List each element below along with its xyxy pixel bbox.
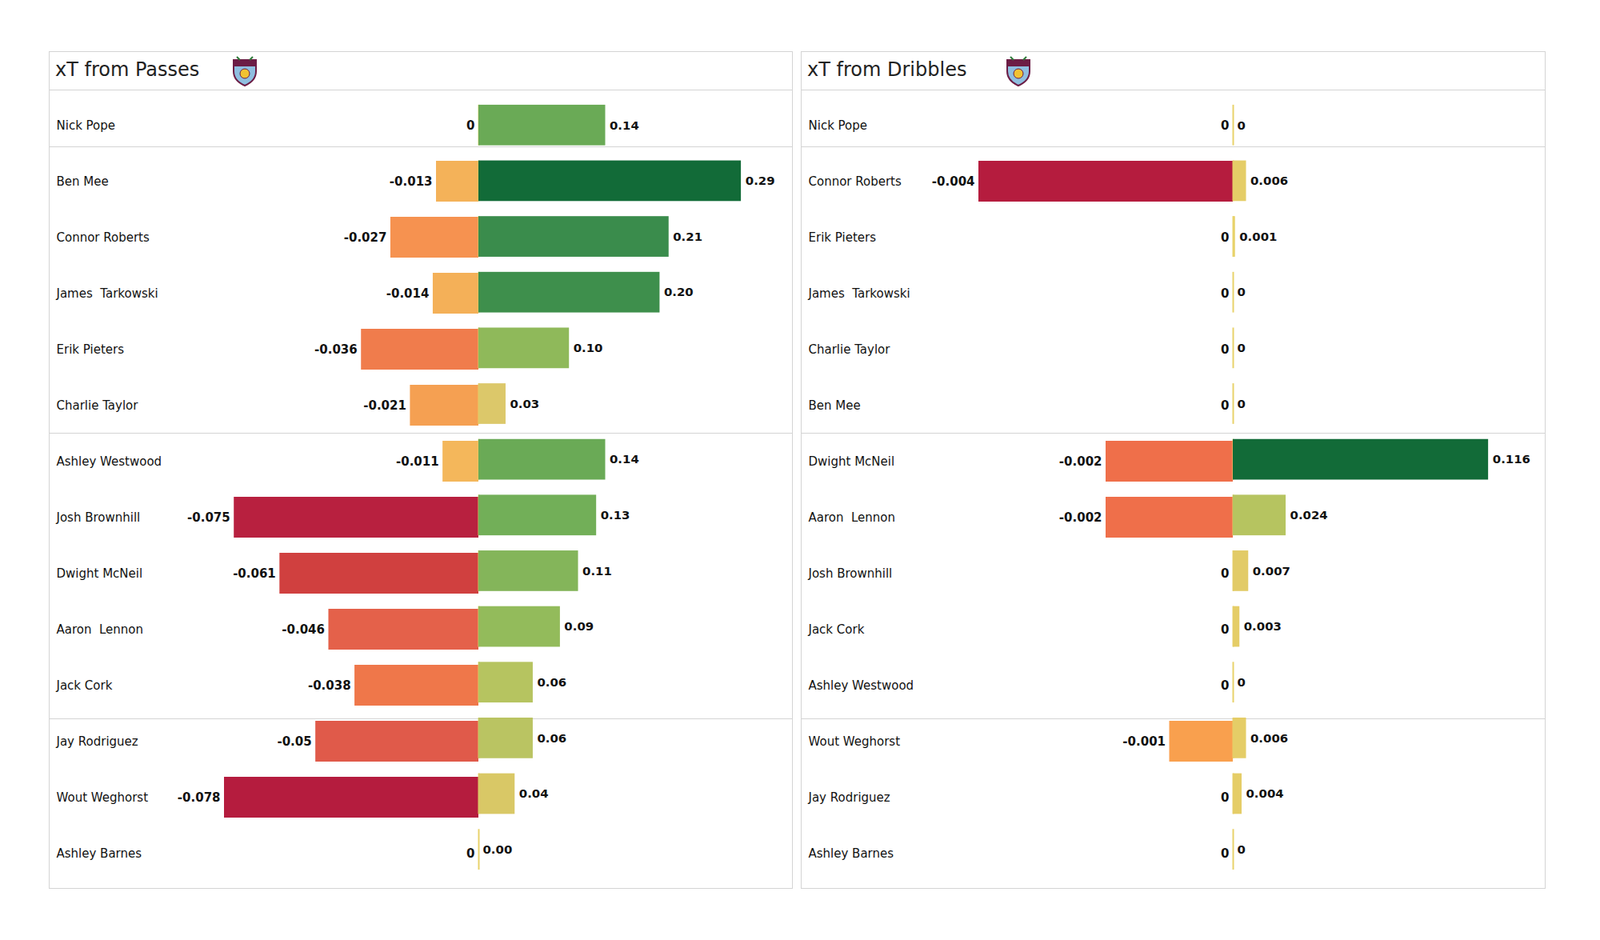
svg-text:-0.002: -0.002 bbox=[1059, 454, 1103, 469]
svg-text:-0.075: -0.075 bbox=[187, 510, 231, 525]
svg-text:0: 0 bbox=[1236, 340, 1245, 356]
svg-text:-0.046: -0.046 bbox=[281, 622, 325, 637]
svg-text:-0.061: -0.061 bbox=[232, 566, 276, 581]
svg-text:0: 0 bbox=[1220, 790, 1229, 805]
svg-text:0: 0 bbox=[466, 846, 475, 861]
svg-text:Connor Roberts: Connor Roberts bbox=[56, 230, 151, 245]
svg-text:Jack Cork: Jack Cork bbox=[808, 622, 865, 637]
svg-text:0: 0 bbox=[1220, 622, 1229, 637]
svg-text:0: 0 bbox=[1220, 230, 1229, 245]
svg-text:Aaron Lennon: Aaron Lennon bbox=[808, 510, 896, 525]
svg-text:0.04: 0.04 bbox=[519, 786, 549, 801]
svg-text:-0.004: -0.004 bbox=[932, 174, 976, 189]
svg-text:0: 0 bbox=[466, 118, 475, 133]
svg-text:-0.038: -0.038 bbox=[308, 678, 352, 693]
svg-text:0.06: 0.06 bbox=[536, 675, 567, 690]
svg-text:0: 0 bbox=[1220, 286, 1229, 301]
svg-text:0: 0 bbox=[1220, 342, 1229, 357]
svg-text:0: 0 bbox=[1220, 118, 1229, 133]
svg-text:0: 0 bbox=[1236, 396, 1245, 412]
svg-text:0.001: 0.001 bbox=[1239, 229, 1277, 244]
svg-text:0.20: 0.20 bbox=[664, 284, 694, 300]
svg-text:-0.036: -0.036 bbox=[314, 342, 358, 357]
html-text:xT from Passes: xT from Passes bbox=[55, 58, 200, 81]
svg-text:0.13: 0.13 bbox=[600, 508, 631, 523]
svg-text:-0.027: -0.027 bbox=[344, 230, 388, 245]
svg-text:Ashley Westwood: Ashley Westwood bbox=[808, 678, 915, 693]
svg-text:Connor Roberts: Connor Roberts bbox=[808, 174, 903, 189]
svg-text:0: 0 bbox=[1220, 566, 1229, 581]
svg-text:0.14: 0.14 bbox=[609, 118, 640, 133]
svg-text:-0.021: -0.021 bbox=[363, 398, 407, 413]
svg-text:0: 0 bbox=[1236, 118, 1245, 133]
svg-text:0.003: 0.003 bbox=[1244, 619, 1282, 634]
svg-text:Josh Brownhill: Josh Brownhill bbox=[808, 566, 893, 581]
svg-text:James Tarkowski: James Tarkowski bbox=[56, 286, 159, 301]
svg-text:0.007: 0.007 bbox=[1252, 564, 1291, 579]
svg-text:0: 0 bbox=[1220, 678, 1229, 693]
svg-text:0.004: 0.004 bbox=[1245, 786, 1284, 801]
svg-text:-0.014: -0.014 bbox=[386, 286, 430, 301]
svg-text:0: 0 bbox=[1236, 675, 1245, 690]
svg-text:0.21: 0.21 bbox=[672, 229, 703, 244]
svg-text:Ashley Barnes: Ashley Barnes bbox=[808, 846, 895, 861]
svg-text:-0.011: -0.011 bbox=[396, 454, 440, 469]
svg-text:0: 0 bbox=[1220, 398, 1229, 413]
svg-text:0.006: 0.006 bbox=[1250, 173, 1288, 188]
svg-text:James Tarkowski: James Tarkowski bbox=[808, 286, 911, 301]
svg-text:Dwight McNeil: Dwight McNeil bbox=[56, 566, 144, 581]
svg-text:0.11: 0.11 bbox=[582, 564, 612, 579]
svg-text:-0.002: -0.002 bbox=[1059, 510, 1103, 525]
svg-text:0: 0 bbox=[1220, 846, 1229, 861]
svg-text:Erik Pieters: Erik Pieters bbox=[808, 230, 877, 245]
svg-text:0.10: 0.10 bbox=[573, 340, 604, 356]
svg-text:Ben Mee: Ben Mee bbox=[56, 174, 109, 189]
svg-text:Charlie Taylor: Charlie Taylor bbox=[56, 398, 140, 413]
svg-text:Jack Cork: Jack Cork bbox=[56, 678, 113, 693]
svg-text:0.116: 0.116 bbox=[1492, 452, 1531, 467]
svg-text:Wout Weghorst: Wout Weghorst bbox=[808, 734, 901, 749]
svg-text:Jay Rodriguez: Jay Rodriguez bbox=[808, 790, 891, 805]
svg-text:Ben Mee: Ben Mee bbox=[808, 398, 861, 413]
svg-text:0.06: 0.06 bbox=[536, 731, 567, 746]
svg-text:Ashley Westwood: Ashley Westwood bbox=[56, 454, 163, 469]
svg-text:0.00: 0.00 bbox=[482, 842, 512, 857]
svg-text:Jay Rodriguez: Jay Rodriguez bbox=[56, 734, 139, 749]
svg-text:-0.078: -0.078 bbox=[177, 790, 221, 805]
svg-text:Wout Weghorst: Wout Weghorst bbox=[56, 790, 149, 805]
svg-text:0: 0 bbox=[1236, 842, 1245, 857]
svg-text:0.006: 0.006 bbox=[1250, 731, 1288, 746]
svg-text:Erik Pieters: Erik Pieters bbox=[56, 342, 125, 357]
svg-text:Ashley Barnes: Ashley Barnes bbox=[56, 846, 143, 861]
svg-text:0: 0 bbox=[1236, 284, 1245, 300]
svg-text:-0.05: -0.05 bbox=[276, 734, 312, 749]
svg-text:Dwight McNeil: Dwight McNeil bbox=[808, 454, 896, 469]
svg-text:Nick Pope: Nick Pope bbox=[56, 118, 116, 133]
svg-text:0.03: 0.03 bbox=[509, 396, 540, 412]
svg-text:Charlie Taylor: Charlie Taylor bbox=[808, 342, 892, 357]
svg-text:Nick Pope: Nick Pope bbox=[808, 118, 868, 133]
svg-text:0.024: 0.024 bbox=[1290, 508, 1328, 523]
svg-text:Josh Brownhill: Josh Brownhill bbox=[56, 510, 141, 525]
svg-text:-0.013: -0.013 bbox=[389, 174, 433, 189]
svg-text:0.14: 0.14 bbox=[609, 452, 640, 467]
svg-text:0.29: 0.29 bbox=[745, 173, 776, 188]
svg-text:-0.001: -0.001 bbox=[1122, 734, 1166, 749]
svg-text:Aaron Lennon: Aaron Lennon bbox=[56, 622, 144, 637]
svg-text:0.09: 0.09 bbox=[564, 619, 594, 634]
html-text:xT from Dribbles: xT from Dribbles bbox=[807, 58, 967, 81]
